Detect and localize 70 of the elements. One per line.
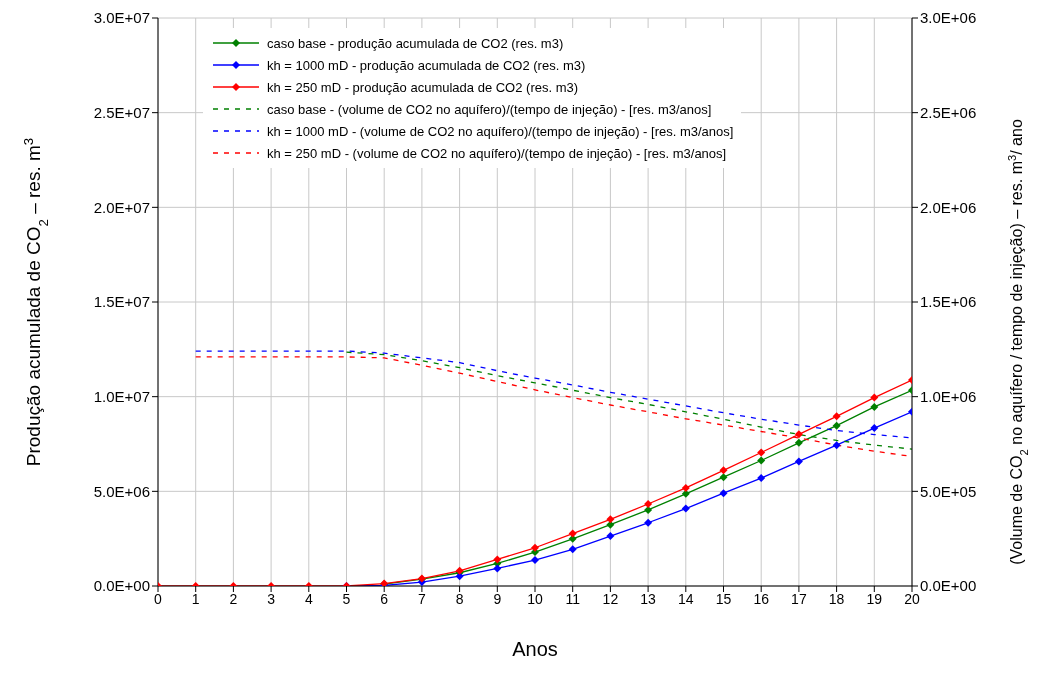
x-tick-label: 3 xyxy=(267,590,276,607)
x-tick-label: 1 xyxy=(191,590,200,607)
point xyxy=(870,393,879,402)
x-tick-label: 5 xyxy=(342,590,351,607)
x-axis-title: Anos xyxy=(512,638,558,660)
y-tick-label: 0.0E+00 xyxy=(93,577,150,595)
x-tick-label: 16 xyxy=(753,590,770,607)
point xyxy=(493,555,502,564)
y2-tick-label: 1.5E+06 xyxy=(920,293,977,311)
y-tick-label: 1.0E+07 xyxy=(93,387,150,405)
x-tick-label: 2 xyxy=(229,590,238,607)
legend-label: caso base - produção acumulada de CO2 (res. m3) xyxy=(267,35,564,51)
y2-tick-label: 3.0E+06 xyxy=(920,9,977,27)
point xyxy=(757,456,766,465)
point xyxy=(568,545,577,554)
x-tick-label: 8 xyxy=(455,590,464,607)
point xyxy=(870,424,879,433)
point xyxy=(606,532,615,541)
point xyxy=(531,543,539,552)
y-tick-label: 5.0E+06 xyxy=(93,482,150,500)
y-tick-label: 3.0E+07 xyxy=(93,9,150,27)
point xyxy=(832,441,841,450)
point xyxy=(794,438,803,447)
x-tick-label: 18 xyxy=(828,590,845,607)
x-tick-label: 10 xyxy=(527,590,543,607)
y-tick-label: 1.5E+07 xyxy=(93,293,150,311)
x-tick-label: 20 xyxy=(904,590,920,607)
point xyxy=(681,489,690,498)
point xyxy=(832,421,841,430)
y2-tick-label: 2.5E+06 xyxy=(920,103,977,121)
point xyxy=(606,515,615,524)
legend-label: kh = 1000 mD - produção acumulada de CO2 (res. m3) xyxy=(267,57,586,73)
point xyxy=(719,473,728,482)
x-tick-label: 7 xyxy=(418,590,426,607)
point xyxy=(870,402,879,411)
point xyxy=(719,489,728,498)
point xyxy=(644,518,653,527)
y2-tick-label: 5.0E+05 xyxy=(920,482,977,500)
x-tick-label: 0 xyxy=(154,590,163,607)
legend-label: caso base - (volume de CO2 no aquífero)/(tempo de injeção) - [res. m3/anos] xyxy=(267,101,712,117)
y2-tick-label: 0.0E+00 xyxy=(920,577,977,595)
x-tick-label: 4 xyxy=(304,590,313,607)
point xyxy=(531,556,539,565)
x-tick-label: 17 xyxy=(791,590,807,607)
x-tick-label: 9 xyxy=(493,590,502,607)
y-tick-label: 2.0E+07 xyxy=(93,198,150,216)
point xyxy=(794,430,803,439)
x-tick-label: 11 xyxy=(565,590,581,607)
point xyxy=(794,457,803,466)
x-tick-label: 15 xyxy=(715,590,732,607)
point xyxy=(493,564,502,573)
legend-label: kh = 250 mD - (volume de CO2 no aquífero)/(tempo de injeção) - [res. m3/anos] xyxy=(267,145,727,161)
y-tick-label: 2.5E+07 xyxy=(93,103,150,121)
point xyxy=(757,474,766,483)
point xyxy=(757,448,766,457)
point xyxy=(644,500,653,509)
x-tick-label: 14 xyxy=(678,590,694,607)
point xyxy=(568,529,577,538)
x-tick-label: 13 xyxy=(640,590,657,607)
y2-tick-label: 1.0E+06 xyxy=(920,387,977,405)
legend-label: kh = 1000 mD - (volume de CO2 no aquífero)/(tempo de injeção) - [res. m3/anos] xyxy=(267,123,734,139)
legend-label: kh = 250 mD - produção acumulada de CO2 (res. m3) xyxy=(267,79,579,95)
point xyxy=(681,504,690,513)
x-tick-label: 12 xyxy=(602,590,619,607)
x-tick-label: 6 xyxy=(380,590,389,607)
x-tick-label: 19 xyxy=(866,590,883,607)
point xyxy=(719,466,728,475)
point xyxy=(681,483,690,492)
point xyxy=(832,412,841,421)
y2-tick-label: 2.0E+06 xyxy=(920,198,977,216)
